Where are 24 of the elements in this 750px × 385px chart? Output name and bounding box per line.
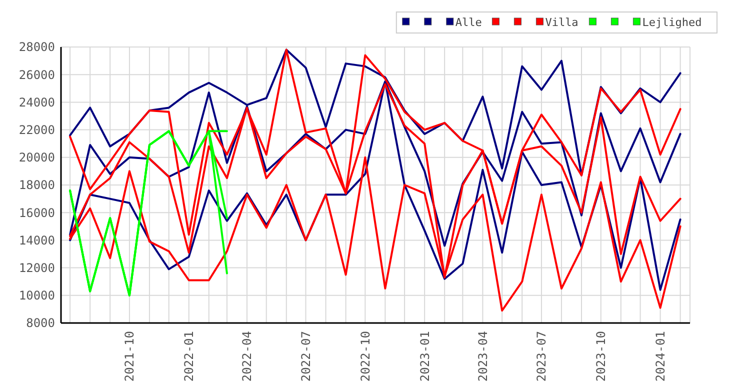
y-tick-label: 28000: [18, 40, 55, 54]
x-tick-label: 2023-04: [476, 331, 490, 382]
y-tick-label: 12000: [18, 261, 55, 275]
x-tick-label: 2023-10: [594, 331, 608, 382]
y-tick-label: 10000: [18, 288, 55, 303]
y-tick-label: 16000: [18, 206, 55, 220]
x-tick-label: 2023-01: [418, 331, 432, 382]
x-tick-label: 2024-01: [653, 331, 668, 382]
legend-label: Villa: [545, 16, 578, 29]
y-tick-label: 14000: [18, 233, 55, 248]
legend-label: Lejlighed: [642, 16, 702, 29]
x-tick-label: 2023-07: [534, 331, 549, 382]
y-tick-label: 24000: [18, 95, 55, 110]
x-tick-label: 2021-10: [122, 331, 137, 382]
y-tick-label: 18000: [18, 178, 55, 192]
y-tick-label: 8000: [26, 316, 55, 330]
y-tick-label: 26000: [18, 68, 55, 82]
legend-label: Alle: [455, 16, 482, 29]
x-tick-label: 2022-10: [358, 331, 372, 382]
x-tick-label: 2022-01: [182, 331, 196, 382]
y-tick-label: 22000: [18, 123, 55, 137]
x-tick-label: 2022-04: [240, 331, 254, 382]
x-tick-label: 2022-07: [298, 331, 313, 382]
y-tick-label: 20000: [18, 150, 55, 165]
